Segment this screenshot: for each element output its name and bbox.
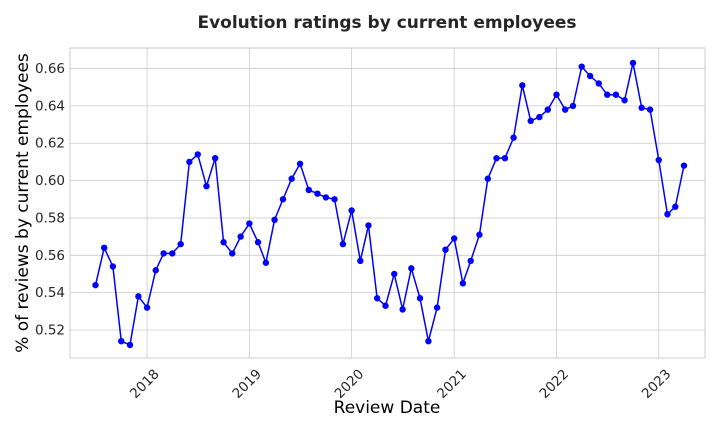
x-axis-label: Review Date (334, 398, 441, 418)
data-point (254, 239, 262, 246)
data-point (569, 102, 577, 110)
y-tick-label: 0.62 (35, 136, 65, 152)
data-point (118, 337, 125, 345)
data-point (262, 259, 270, 266)
y-tick-label: 0.58 (35, 210, 65, 226)
data-point (544, 106, 551, 113)
data-point (92, 281, 99, 289)
data-point (220, 239, 227, 246)
y-axis-label: % of reviews by current employees (13, 53, 33, 353)
data-point (629, 59, 637, 67)
y-tick-label: 0.56 (35, 248, 65, 264)
y-tick-label: 0.60 (35, 173, 65, 189)
data-point (638, 104, 645, 111)
data-point (442, 246, 449, 253)
data-point (305, 186, 312, 194)
data-point (279, 196, 287, 203)
data-point (672, 203, 679, 210)
data-point (527, 117, 534, 125)
data-point (169, 250, 176, 257)
data-point (237, 233, 244, 240)
data-point (416, 295, 424, 302)
series-layer (92, 59, 688, 349)
data-point (331, 196, 338, 203)
data-point (450, 235, 458, 242)
data-point (348, 207, 355, 214)
data-point (578, 63, 585, 70)
data-point (177, 240, 184, 248)
data-point (493, 154, 500, 162)
data-point (382, 302, 389, 309)
data-point (484, 175, 492, 182)
data-point (621, 97, 628, 104)
data-point (519, 82, 526, 89)
data-point (126, 341, 134, 349)
data-point (357, 257, 364, 265)
data-point (288, 175, 295, 182)
data-point (680, 162, 688, 169)
data-point (203, 182, 210, 190)
data-point (211, 154, 219, 162)
data-point (322, 194, 330, 201)
data-point (399, 306, 406, 313)
series-line (94, 62, 685, 346)
y-tick-label: 0.66 (35, 61, 65, 77)
data-point (373, 295, 381, 302)
data-point (296, 160, 304, 167)
y-tick-label: 0.64 (35, 98, 65, 114)
data-point (339, 240, 347, 248)
data-point (246, 220, 253, 227)
data-point (100, 244, 108, 252)
data-point (646, 106, 654, 113)
data-point (186, 158, 193, 166)
data-point (664, 211, 671, 218)
data-point (561, 106, 569, 113)
data-point (553, 91, 560, 98)
data-point (152, 267, 159, 274)
data-point (408, 265, 415, 272)
data-point (135, 293, 142, 300)
data-point (194, 151, 201, 158)
data-point (510, 134, 517, 141)
data-point (229, 250, 236, 257)
data-point (459, 280, 467, 287)
data-point (655, 156, 662, 164)
data-point (501, 154, 509, 162)
data-point (604, 91, 611, 98)
data-point (612, 91, 620, 98)
data-point (586, 72, 594, 80)
y-tick-label: 0.54 (35, 285, 65, 301)
data-point (314, 190, 321, 197)
data-point (160, 250, 167, 257)
plot-frame (69, 47, 706, 359)
data-point (467, 257, 474, 265)
data-point (536, 113, 543, 121)
data-point (109, 263, 117, 270)
data-point (595, 80, 602, 87)
data-point (391, 270, 398, 278)
data-point (425, 337, 432, 345)
data-point (476, 231, 483, 238)
data-point (433, 304, 441, 311)
chart-title: Evolution ratings by current employees (197, 13, 576, 33)
grid-lines (70, 48, 705, 358)
y-tick-label: 0.52 (35, 322, 65, 338)
data-point (143, 304, 151, 311)
data-point (365, 222, 372, 229)
data-point (271, 216, 278, 224)
